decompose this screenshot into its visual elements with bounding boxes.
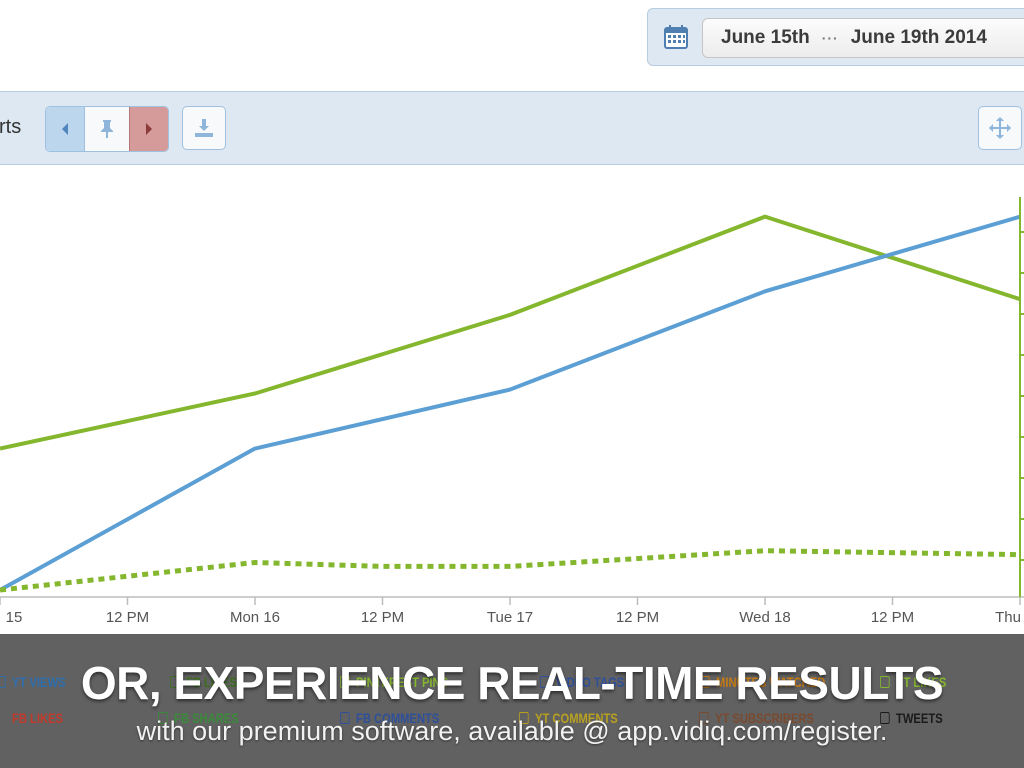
x-tick-label: 12 PM — [616, 609, 659, 626]
legend-checkbox[interactable] — [340, 712, 350, 724]
x-tick-label: Tue 17 — [487, 609, 533, 626]
date-range-picker: June 15th ··· June 19th 2014 — [647, 8, 1024, 66]
date-start: June 15th — [721, 27, 810, 48]
legend-item-yt-subscribers[interactable]: YT SUBSCRIBERS — [699, 710, 814, 726]
series-line-1 — [0, 214, 1021, 451]
legend-item-pinterest[interactable]: PINTEREST PINS — [340, 674, 448, 690]
legend-item-tweets[interactable]: TWEETS — [880, 710, 943, 726]
x-tick-label: Thu — [995, 609, 1021, 626]
series-line-2 — [0, 214, 1021, 592]
legend-label: YT LIKES — [896, 674, 947, 690]
legend-label: FB LIKES — [12, 710, 64, 726]
download-button[interactable] — [182, 106, 226, 150]
chart-toolbar: rts — [0, 91, 1024, 165]
pin-button[interactable] — [85, 107, 129, 151]
caret-right-icon — [145, 123, 152, 135]
headline: OR, EXPERIENCE REAL-TIME RESULTS — [80, 657, 944, 709]
legend-checkbox[interactable] — [700, 676, 710, 688]
legend-label: YT SUBSCRIBERS — [715, 710, 814, 726]
next-button[interactable] — [128, 107, 168, 151]
caption-overlay: YT VIEWS FB LIKES PINTEREST PINS VIDEO T… — [0, 634, 1024, 768]
legend-label: TWEETS — [896, 710, 943, 726]
legend-label: YT COMMENTS — [535, 710, 618, 726]
pin-icon — [101, 120, 113, 138]
legend-item-minutes-watched[interactable]: MINUTES WATCHED — [700, 674, 825, 690]
move-icon — [989, 117, 1011, 139]
line-chart: 15 12 PM Mon 16 12 PM Tue 17 12 PM Wed 18 12 PM… — [0, 197, 1024, 626]
legend-label: FB LIKES — [186, 674, 238, 690]
x-tick-label: 12 PM — [106, 609, 149, 626]
legend-label: MINUTES WATCHED — [716, 674, 826, 690]
legend-label: YT VIEWS — [12, 674, 66, 690]
chart-legend: YT VIEWS FB LIKES PINTEREST PINS VIDEO T… — [0, 634, 1024, 768]
legend-checkbox[interactable] — [880, 676, 890, 688]
caret-left-icon — [62, 123, 69, 135]
legend-item-yt-views[interactable]: YT VIEWS — [0, 674, 66, 690]
legend-item-yt-comments[interactable]: YT COMMENTS — [519, 710, 618, 726]
legend-checkbox[interactable] — [170, 676, 180, 688]
legend-label: FB SHARES — [174, 710, 239, 726]
legend-item-fb-shares[interactable]: FB SHARES — [158, 710, 239, 726]
subline: with our premium software, available @ a… — [136, 716, 888, 746]
legend-checkbox[interactable] — [0, 676, 6, 688]
legend-label: VIDEO TAGS — [556, 674, 625, 690]
date-range-button[interactable]: June 15th ··· June 19th 2014 — [702, 18, 1024, 58]
navigation-button-group — [45, 106, 169, 152]
toolbar-title: rts — [0, 116, 22, 138]
x-tick-label: 15 — [6, 609, 23, 626]
legend-checkbox[interactable] — [340, 676, 350, 688]
x-tick-label: Mon 16 — [230, 609, 280, 626]
x-tick-label: Wed 18 — [739, 609, 790, 626]
legend-checkbox[interactable] — [880, 712, 890, 724]
legend-item-yt-likes[interactable]: YT LIKES — [880, 674, 946, 690]
calendar-icon[interactable] — [664, 25, 688, 49]
download-icon — [195, 119, 213, 137]
legend-checkbox[interactable] — [519, 712, 529, 724]
legend-item-fb-likes[interactable]: FB LIKES — [0, 710, 63, 726]
move-button[interactable] — [978, 106, 1022, 150]
legend-label: PINTEREST PINS — [356, 674, 449, 690]
previous-button[interactable] — [46, 107, 86, 151]
date-separator: ··· — [821, 30, 839, 46]
x-tick-label: 12 PM — [361, 609, 404, 626]
legend-item-fb-likes-top[interactable]: FB LIKES — [170, 674, 237, 690]
legend-checkbox[interactable] — [540, 676, 550, 688]
legend-label: FB COMMENTS — [356, 710, 440, 726]
legend-checkbox[interactable] — [158, 712, 168, 724]
legend-checkbox[interactable] — [699, 712, 709, 724]
legend-item-video-tags[interactable]: VIDEO TAGS — [540, 674, 624, 690]
legend-item-fb-comments[interactable]: FB COMMENTS — [340, 710, 439, 726]
date-end: June 19th 2014 — [850, 27, 987, 48]
series-line-3 — [0, 548, 1021, 593]
x-tick-label: 12 PM — [871, 609, 914, 626]
